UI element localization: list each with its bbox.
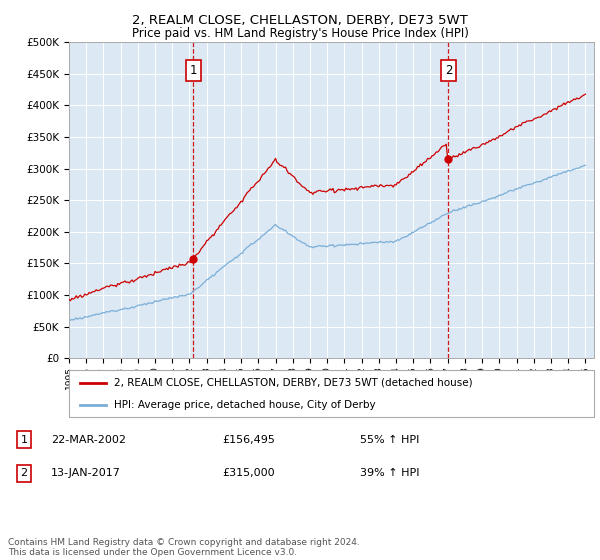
Text: 1: 1 [20, 435, 28, 445]
Text: Contains HM Land Registry data © Crown copyright and database right 2024.
This d: Contains HM Land Registry data © Crown c… [8, 538, 359, 557]
Text: HPI: Average price, detached house, City of Derby: HPI: Average price, detached house, City… [113, 400, 375, 410]
Text: Price paid vs. HM Land Registry's House Price Index (HPI): Price paid vs. HM Land Registry's House … [131, 27, 469, 40]
Text: 39% ↑ HPI: 39% ↑ HPI [360, 468, 419, 478]
Text: 2: 2 [20, 468, 28, 478]
Text: £156,495: £156,495 [222, 435, 275, 445]
Text: 22-MAR-2002: 22-MAR-2002 [51, 435, 126, 445]
Text: 2, REALM CLOSE, CHELLASTON, DERBY, DE73 5WT (detached house): 2, REALM CLOSE, CHELLASTON, DERBY, DE73 … [113, 378, 472, 388]
Text: 2, REALM CLOSE, CHELLASTON, DERBY, DE73 5WT: 2, REALM CLOSE, CHELLASTON, DERBY, DE73 … [132, 14, 468, 27]
Text: 1: 1 [190, 64, 197, 77]
Text: 13-JAN-2017: 13-JAN-2017 [51, 468, 121, 478]
Text: £315,000: £315,000 [222, 468, 275, 478]
Text: 55% ↑ HPI: 55% ↑ HPI [360, 435, 419, 445]
Text: 2: 2 [445, 64, 452, 77]
